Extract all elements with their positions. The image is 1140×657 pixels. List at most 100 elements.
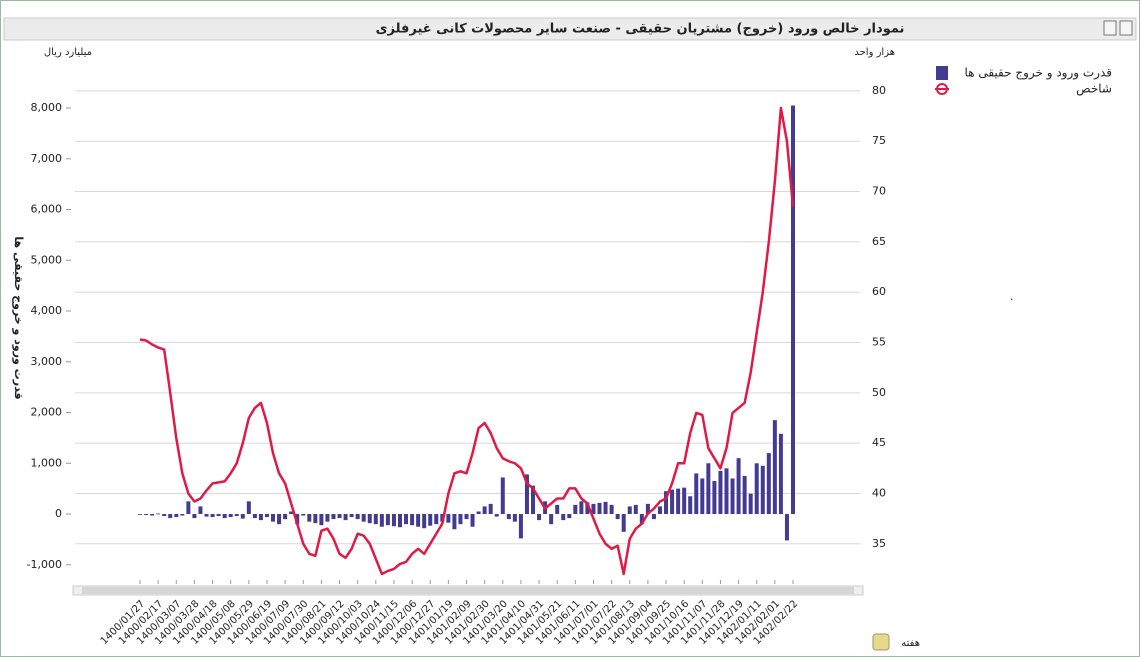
bar bbox=[524, 474, 529, 515]
bar bbox=[476, 511, 481, 515]
bar bbox=[186, 501, 191, 515]
bar bbox=[488, 503, 493, 515]
bar bbox=[313, 514, 318, 524]
bar bbox=[234, 514, 239, 517]
bar bbox=[736, 458, 741, 515]
bar bbox=[791, 105, 795, 515]
legend-label: شاخص bbox=[1076, 82, 1112, 97]
bar bbox=[603, 501, 608, 515]
refresh-button[interactable] bbox=[872, 633, 890, 651]
chart-title: نمودار خالص ورود (خروج) مشتریان حقیقی - … bbox=[376, 22, 905, 37]
bar bbox=[458, 514, 463, 525]
bar bbox=[144, 514, 149, 516]
y-unit: میلیارد ریال bbox=[44, 47, 92, 58]
bar bbox=[397, 514, 402, 528]
bar bbox=[258, 514, 263, 521]
bar bbox=[416, 514, 421, 527]
bar bbox=[367, 514, 372, 524]
bar bbox=[355, 514, 360, 520]
bar bbox=[706, 463, 711, 515]
bar bbox=[627, 506, 632, 515]
bar bbox=[138, 514, 142, 515]
line bbox=[139, 106, 795, 576]
bar bbox=[784, 514, 789, 541]
y2-tick-label: 65 bbox=[872, 235, 886, 248]
bar bbox=[337, 514, 342, 519]
y2-tick-label: 75 bbox=[872, 134, 886, 147]
bar bbox=[494, 514, 499, 517]
bar bbox=[664, 491, 669, 515]
print-button[interactable] bbox=[1103, 20, 1117, 36]
bar bbox=[289, 511, 294, 515]
bar bbox=[712, 481, 717, 515]
bar bbox=[264, 514, 269, 518]
bar bbox=[500, 477, 505, 515]
bar bbox=[295, 514, 300, 525]
bar bbox=[307, 514, 312, 522]
bar bbox=[615, 514, 620, 520]
bar bbox=[597, 502, 602, 515]
y-tick-label: 1,000 bbox=[31, 456, 63, 469]
bar bbox=[252, 514, 257, 519]
bar bbox=[742, 475, 747, 515]
bar bbox=[676, 488, 681, 515]
bar bbox=[404, 514, 409, 525]
title-bar bbox=[3, 17, 1137, 41]
y-tick-label: -1,000 bbox=[27, 558, 62, 571]
y-axis-title: قدرت ورود و خروج حقیقی ها bbox=[11, 236, 25, 399]
bar bbox=[579, 501, 584, 515]
bar bbox=[694, 473, 699, 515]
bar bbox=[331, 514, 336, 520]
bar bbox=[422, 514, 427, 529]
bar bbox=[718, 470, 723, 515]
bar bbox=[228, 514, 233, 518]
y2-tick-label: 55 bbox=[872, 336, 886, 349]
bar bbox=[150, 514, 155, 516]
bar bbox=[730, 478, 735, 515]
bar bbox=[531, 485, 536, 515]
bar bbox=[633, 504, 638, 515]
bar bbox=[246, 501, 251, 515]
bar bbox=[470, 514, 475, 527]
bar bbox=[271, 514, 276, 522]
bar bbox=[561, 514, 566, 521]
bar bbox=[585, 502, 590, 515]
bar bbox=[778, 433, 783, 515]
y-tick-label: 7,000 bbox=[31, 152, 63, 165]
legend-label: قدرت ورود و خروج حقیقی ها bbox=[965, 66, 1112, 81]
y2-tick-label: 50 bbox=[872, 386, 886, 399]
y-tick-label: 2,000 bbox=[31, 406, 63, 419]
bar bbox=[301, 514, 306, 516]
bar bbox=[216, 514, 221, 517]
bar bbox=[688, 496, 693, 515]
bar bbox=[391, 514, 396, 527]
bar bbox=[373, 514, 378, 525]
bar bbox=[639, 514, 644, 525]
y-tick-label: 4,000 bbox=[31, 304, 63, 317]
y-tick-label: 0 bbox=[55, 507, 62, 520]
bar bbox=[482, 506, 487, 515]
y-tick-label: 3,000 bbox=[31, 355, 63, 368]
bar bbox=[198, 506, 203, 515]
bar bbox=[222, 514, 227, 519]
bar bbox=[464, 514, 469, 520]
bar bbox=[240, 514, 245, 519]
bar bbox=[555, 504, 560, 515]
bar bbox=[452, 514, 457, 530]
bar bbox=[168, 514, 173, 519]
bar bbox=[518, 514, 523, 539]
export-button[interactable] bbox=[1119, 20, 1133, 36]
bar bbox=[512, 514, 517, 522]
y2-tick-label: 35 bbox=[872, 537, 886, 550]
bar bbox=[748, 493, 753, 515]
bar bbox=[349, 514, 354, 518]
y-tick-label: 8,000 bbox=[31, 101, 63, 114]
y2-tick-label: 80 bbox=[872, 84, 886, 97]
scrollbar-thumb[interactable] bbox=[82, 587, 854, 594]
bar bbox=[682, 487, 687, 515]
y-tick-label: 5,000 bbox=[31, 253, 63, 266]
bar bbox=[204, 514, 209, 517]
bar bbox=[156, 513, 161, 515]
